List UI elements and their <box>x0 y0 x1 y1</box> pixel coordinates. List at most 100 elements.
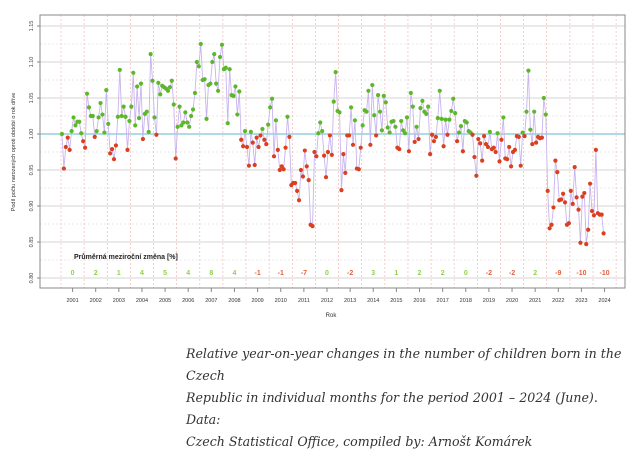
data-point-above <box>449 108 454 114</box>
data-point-below <box>593 147 598 152</box>
data-point-above <box>98 100 103 106</box>
data-point-below <box>553 158 558 163</box>
data-point-above <box>377 109 383 114</box>
data-point-below <box>547 226 552 231</box>
data-point-above <box>524 109 529 114</box>
data-point-below <box>300 174 306 179</box>
data-point-below <box>518 163 523 168</box>
data-point-below <box>281 167 286 172</box>
x-tick-label: 2007 <box>205 298 217 304</box>
yearly-avg-label: 3 <box>371 270 375 277</box>
data-point-below <box>350 142 356 147</box>
data-point-below <box>584 242 589 247</box>
data-point-below <box>472 154 477 160</box>
data-point-above <box>379 128 385 133</box>
y-tick-label: 0.95 <box>29 165 35 176</box>
data-point-below <box>474 173 479 178</box>
data-point-above <box>177 104 182 109</box>
data-point-below <box>275 147 280 152</box>
data-point-below <box>574 195 579 200</box>
data-point-above <box>77 119 82 124</box>
data-point-above <box>198 41 203 47</box>
data-point-above <box>443 117 448 122</box>
x-tick-label: 2019 <box>483 298 495 304</box>
data-point-below <box>343 170 348 175</box>
data-point-below <box>140 136 146 142</box>
data-point-below <box>580 194 585 199</box>
data-point-below <box>314 154 319 159</box>
data-point-above <box>100 112 105 117</box>
data-point-below <box>283 145 288 150</box>
data-point-above <box>451 96 456 101</box>
x-tick-label: 2022 <box>552 298 564 304</box>
data-point-below <box>431 139 437 144</box>
data-point-below <box>497 159 502 164</box>
data-point-above <box>410 104 415 109</box>
data-point-below <box>512 147 518 152</box>
data-point-below <box>551 205 556 210</box>
data-point-above <box>90 113 95 119</box>
data-point-below <box>470 132 475 137</box>
data-point-above <box>115 114 120 119</box>
data-point-below <box>239 137 244 142</box>
data-point-above <box>318 120 323 125</box>
data-point-below <box>339 188 344 193</box>
data-point-below <box>61 166 66 171</box>
data-point-below <box>109 147 115 152</box>
data-point-above <box>119 113 124 119</box>
data-point-above <box>333 69 338 75</box>
data-point-below <box>599 212 604 217</box>
x-tick-label: 2006 <box>182 298 194 304</box>
data-point-above <box>185 120 190 125</box>
data-point-above <box>146 129 151 134</box>
data-point-above <box>393 124 398 129</box>
data-point-below <box>250 140 255 145</box>
data-point-above <box>148 51 153 57</box>
data-point-below <box>572 165 577 170</box>
data-point-below <box>591 213 597 218</box>
annotation-title: Průměrná meziroční změna [%] <box>74 253 178 261</box>
data-point-above <box>133 123 138 128</box>
yearly-avg-label: 0 <box>325 270 329 277</box>
data-point-below <box>493 149 498 155</box>
data-point-below <box>125 147 130 152</box>
data-point-below <box>347 133 352 138</box>
x-tick-label: 2023 <box>575 298 587 304</box>
x-tick-label: 2002 <box>90 298 102 304</box>
data-point-below <box>582 190 587 196</box>
data-point-above <box>408 90 413 96</box>
yearly-avg-label: -2 <box>509 270 515 277</box>
data-point-above <box>424 111 429 116</box>
data-point-above <box>248 129 253 134</box>
data-point-below <box>113 143 119 148</box>
data-point-below <box>295 188 300 193</box>
data-point-above <box>223 65 228 70</box>
x-tick-label: 2004 <box>136 298 148 304</box>
data-point-below <box>480 158 485 163</box>
caption-line: Relative year-on-year changes in the num… <box>186 346 622 383</box>
data-point-above <box>102 130 107 135</box>
data-point-below <box>539 135 545 140</box>
data-point-below <box>63 144 68 150</box>
data-point-below <box>246 163 252 168</box>
data-point-above <box>210 59 215 65</box>
data-point-above <box>117 67 122 73</box>
data-point-above <box>501 115 506 120</box>
series-line <box>61 43 605 245</box>
data-point-below <box>428 152 433 157</box>
data-point-below <box>397 147 402 152</box>
data-point-below <box>241 144 246 149</box>
yearly-avg-label: 8 <box>209 270 213 277</box>
data-point-below <box>323 175 329 180</box>
data-point-below <box>601 231 606 236</box>
yearly-avg-label: 0 <box>464 270 468 277</box>
data-point-above <box>273 118 279 123</box>
data-point-above <box>420 98 425 103</box>
yearly-avg-label: -2 <box>347 270 353 277</box>
data-point-above <box>242 129 248 134</box>
data-point-below <box>65 135 70 140</box>
data-point-above <box>532 109 537 114</box>
data-point-above <box>375 93 381 98</box>
data-point-above <box>138 81 144 86</box>
data-point-below <box>578 240 583 245</box>
